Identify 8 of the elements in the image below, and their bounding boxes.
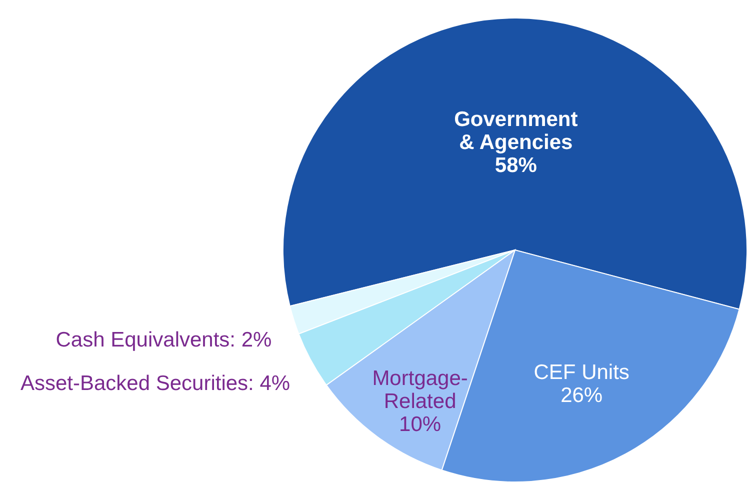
slice-label: Government & Agencies [454, 108, 578, 154]
data-label: 10% [399, 412, 442, 436]
slice-label: Mortgage-Related [372, 366, 468, 413]
data-label: 58% [494, 154, 538, 178]
slice-label: Asset-Backed Securities: 4% [20, 372, 290, 395]
slice-label: Cash Equivalvents: 2% [56, 328, 272, 352]
slice-label: CEF Units [534, 361, 630, 384]
data-label: 26% [560, 384, 603, 408]
